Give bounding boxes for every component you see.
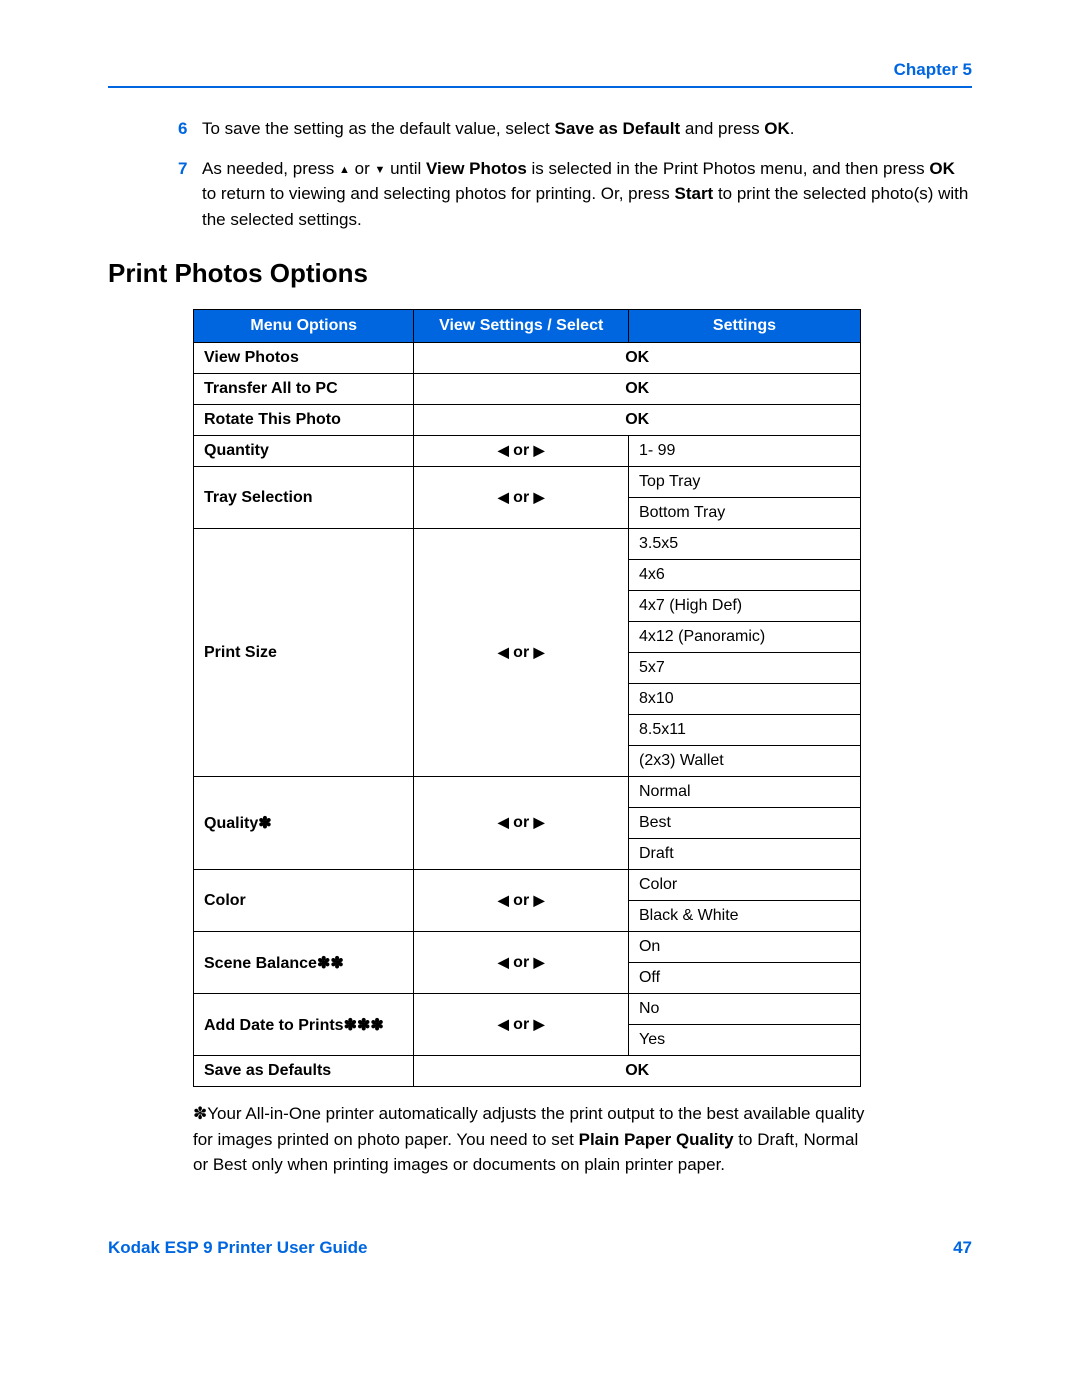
control-cell: ◀ or ▶ [414, 436, 629, 467]
setting-cell: Black & White [628, 901, 860, 932]
col-menu-options: Menu Options [194, 310, 414, 343]
menu-option-cell: View Photos [194, 343, 414, 374]
setting-cell: No [628, 994, 860, 1025]
control-cell: ◀ or ▶ [414, 529, 629, 777]
menu-option-cell: Quantity [194, 436, 414, 467]
section-title: Print Photos Options [108, 258, 972, 289]
step-body: To save the setting as the default value… [202, 116, 972, 142]
table-row: Rotate This PhotoOK [194, 405, 861, 436]
menu-option-cell: Rotate This Photo [194, 405, 414, 436]
setting-cell: Off [628, 963, 860, 994]
guide-title: Kodak ESP 9 Printer User Guide [108, 1238, 368, 1258]
page: Chapter 5 6To save the setting as the de… [0, 0, 1080, 1298]
table-row: Transfer All to PCOK [194, 374, 861, 405]
control-cell: ◀ or ▶ [414, 994, 629, 1056]
setting-cell: 4x6 [628, 560, 860, 591]
step-number: 6 [178, 116, 202, 142]
table-row: Add Date to Prints✽✽✽◀ or ▶No [194, 994, 861, 1025]
menu-option-cell: Transfer All to PC [194, 374, 414, 405]
setting-cell: Normal [628, 777, 860, 808]
setting-cell: Best [628, 808, 860, 839]
step-body: As needed, press ▲ or ▼ until View Photo… [202, 156, 972, 233]
control-cell: ◀ or ▶ [414, 932, 629, 994]
table-row: Quality✽◀ or ▶Normal [194, 777, 861, 808]
table-row: Quantity◀ or ▶1- 99 [194, 436, 861, 467]
control-cell: ◀ or ▶ [414, 870, 629, 932]
setting-cell: On [628, 932, 860, 963]
col-view-settings: View Settings / Select [414, 310, 629, 343]
setting-cell: 4x7 (High Def) [628, 591, 860, 622]
setting-cell: Color [628, 870, 860, 901]
options-tbody: View PhotosOKTransfer All to PCOKRotate … [194, 343, 861, 1087]
table-row: View PhotosOK [194, 343, 861, 374]
step-item: 7As needed, press ▲ or ▼ until View Phot… [178, 156, 972, 233]
table-row: Print Size◀ or ▶3.5x5 [194, 529, 861, 560]
setting-cell: Yes [628, 1025, 860, 1056]
setting-cell: 5x7 [628, 653, 860, 684]
menu-option-cell: Color [194, 870, 414, 932]
table-row: Save as DefaultsOK [194, 1056, 861, 1087]
step-item: 6To save the setting as the default valu… [178, 116, 972, 142]
setting-cell: 1- 99 [628, 436, 860, 467]
step-number: 7 [178, 156, 202, 233]
setting-cell: Top Tray [628, 467, 860, 498]
control-cell: OK [414, 343, 861, 374]
setting-cell: 8x10 [628, 684, 860, 715]
menu-option-cell: Save as Defaults [194, 1056, 414, 1087]
setting-cell: Draft [628, 839, 860, 870]
setting-cell: 8.5x11 [628, 715, 860, 746]
footnote: ✽Your All-in-One printer automatically a… [193, 1101, 873, 1178]
chapter-header: Chapter 5 [108, 60, 972, 88]
page-footer: Kodak ESP 9 Printer User Guide 47 [108, 1238, 972, 1258]
menu-option-cell: Quality✽ [194, 777, 414, 870]
setting-cell: 3.5x5 [628, 529, 860, 560]
setting-cell: (2x3) Wallet [628, 746, 860, 777]
control-cell: OK [414, 1056, 861, 1087]
menu-option-cell: Tray Selection [194, 467, 414, 529]
menu-option-cell: Scene Balance✽✽ [194, 932, 414, 994]
table-row: Tray Selection◀ or ▶Top Tray [194, 467, 861, 498]
control-cell: OK [414, 374, 861, 405]
control-cell: OK [414, 405, 861, 436]
col-settings: Settings [628, 310, 860, 343]
menu-option-cell: Print Size [194, 529, 414, 777]
step-list: 6To save the setting as the default valu… [178, 116, 972, 232]
menu-option-cell: Add Date to Prints✽✽✽ [194, 994, 414, 1056]
control-cell: ◀ or ▶ [414, 777, 629, 870]
table-row: Scene Balance✽✽◀ or ▶On [194, 932, 861, 963]
page-number: 47 [953, 1238, 972, 1258]
table-row: Color◀ or ▶Color [194, 870, 861, 901]
setting-cell: 4x12 (Panoramic) [628, 622, 860, 653]
control-cell: ◀ or ▶ [414, 467, 629, 529]
options-table: Menu Options View Settings / Select Sett… [193, 309, 861, 1087]
setting-cell: Bottom Tray [628, 498, 860, 529]
